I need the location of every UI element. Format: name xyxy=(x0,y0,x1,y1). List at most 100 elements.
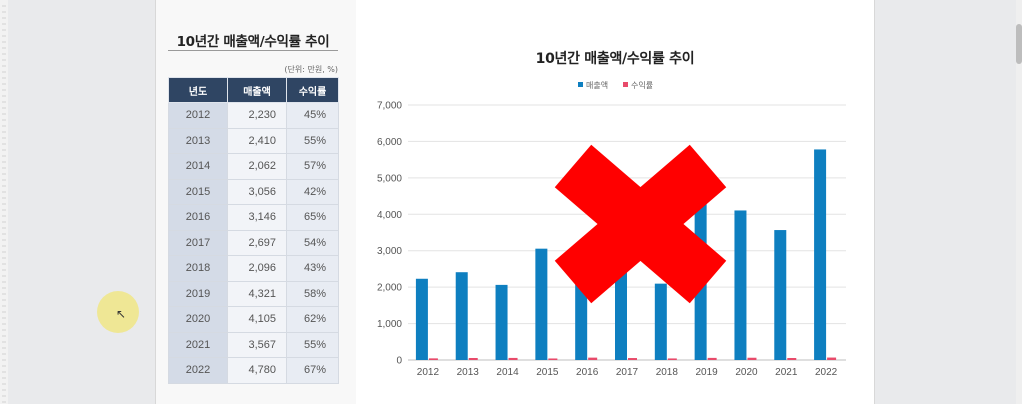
unit-note: (단위: 만원, %) xyxy=(284,65,338,74)
legend-swatch xyxy=(578,82,583,87)
x-tick-label: 2013 xyxy=(457,367,480,378)
rate-cell[interactable]: 54% xyxy=(286,229,339,256)
table-row: 2012 2,230 45% xyxy=(168,102,339,129)
year-cell[interactable]: 2021 xyxy=(168,331,228,358)
x-tick-label: 2015 xyxy=(536,367,559,378)
rate-bar xyxy=(508,357,518,360)
sales-bar xyxy=(455,272,468,360)
ruler-ticks xyxy=(2,5,6,403)
rate-bar xyxy=(628,358,637,360)
table-row: 2021 3,567 55% xyxy=(168,331,339,358)
table-row: 2015 3,056 42% xyxy=(168,178,339,205)
legend-label: 매출액 xyxy=(586,80,608,90)
sales-cell[interactable]: 2,410 xyxy=(227,127,287,154)
x-tick-label: 2018 xyxy=(656,367,679,378)
rate-bar xyxy=(428,358,438,360)
year-cell[interactable]: 2019 xyxy=(168,280,228,307)
rate-cell[interactable]: 62% xyxy=(286,306,339,333)
header-sales[interactable]: 매출액 xyxy=(227,77,287,103)
sales-cell[interactable]: 3,056 xyxy=(227,178,287,205)
table-row: 2017 2,697 54% xyxy=(168,229,339,256)
rate-cell[interactable]: 45% xyxy=(286,102,339,129)
x-tick-label: 2016 xyxy=(576,367,599,378)
year-cell[interactable]: 2015 xyxy=(168,178,228,205)
sales-cell[interactable]: 2,096 xyxy=(227,255,287,282)
y-tick-label: 0 xyxy=(396,356,402,367)
sales-cell[interactable]: 4,105 xyxy=(227,306,287,333)
rate-bar xyxy=(747,357,757,360)
rate-bar xyxy=(787,357,797,360)
sales-cell[interactable]: 3,567 xyxy=(227,331,287,358)
table-row: 2013 2,410 55% xyxy=(168,127,339,154)
header-rate[interactable]: 수익률 xyxy=(286,77,339,103)
y-tick-label: 4,000 xyxy=(377,210,402,221)
year-cell[interactable]: 2016 xyxy=(168,204,228,231)
x-tick-label: 2017 xyxy=(616,367,639,378)
x-tick-label: 2012 xyxy=(417,367,440,378)
y-tick-label: 5,000 xyxy=(377,173,402,184)
table-row: 2018 2,096 43% xyxy=(168,255,339,282)
year-cell[interactable]: 2012 xyxy=(168,102,228,129)
table-row: 2016 3,146 65% xyxy=(168,204,339,231)
rate-bar xyxy=(667,358,677,360)
title-underline xyxy=(168,50,338,51)
table-row: 2019 4,321 58% xyxy=(168,280,339,307)
table-row: 2022 4,780 67% xyxy=(168,357,339,384)
sales-bar xyxy=(495,284,508,360)
rate-cell[interactable]: 55% xyxy=(286,127,339,154)
x-tick-label: 2021 xyxy=(775,367,798,378)
sales-bar xyxy=(615,261,627,360)
workspace-background xyxy=(8,0,155,404)
sales-cell[interactable]: 4,780 xyxy=(227,357,287,384)
rate-bar xyxy=(827,357,837,360)
rate-bar xyxy=(588,357,598,360)
rate-cell[interactable]: 67% xyxy=(286,357,339,384)
y-tick-label: 6,000 xyxy=(377,137,402,148)
year-cell[interactable]: 2018 xyxy=(168,255,228,282)
rate-bar xyxy=(468,357,478,360)
y-tick-label: 3,000 xyxy=(377,246,402,257)
chart-title: 10년간 매출액/수익률 추이 xyxy=(535,51,695,67)
rate-cell[interactable]: 58% xyxy=(286,280,339,307)
rate-bar xyxy=(707,357,717,360)
year-cell[interactable]: 2020 xyxy=(168,306,228,333)
rate-bar xyxy=(548,358,558,360)
y-tick-label: 7,000 xyxy=(377,101,402,112)
sales-bar xyxy=(535,248,548,360)
data-table: 년도 매출액 수익률 2012 2,230 45% 2013 2,410 55% 2014 2… xyxy=(168,77,339,384)
y-tick-label: 2,000 xyxy=(377,283,402,294)
legend-swatch xyxy=(623,82,628,87)
x-tick-label: 2020 xyxy=(735,367,758,378)
year-cell[interactable]: 2022 xyxy=(168,357,228,384)
sales-cell[interactable]: 2,230 xyxy=(227,102,287,129)
sales-bar xyxy=(415,278,428,360)
x-tick-label: 2022 xyxy=(815,367,838,378)
header-year[interactable]: 년도 xyxy=(168,77,228,103)
sales-cell[interactable]: 4,321 xyxy=(227,280,287,307)
table-header-row: 년도 매출액 수익률 xyxy=(168,77,339,103)
cursor-highlight xyxy=(97,291,139,333)
sales-cell[interactable]: 2,697 xyxy=(227,229,287,256)
rate-cell[interactable]: 43% xyxy=(286,255,339,282)
rate-cell[interactable]: 55% xyxy=(286,331,339,358)
red-x-stroke-2 xyxy=(554,144,727,304)
sales-cell[interactable]: 3,146 xyxy=(227,204,287,231)
scrollbar-thumb[interactable] xyxy=(1016,24,1022,64)
y-tick-label: 1,000 xyxy=(377,319,402,330)
year-cell[interactable]: 2017 xyxy=(168,229,228,256)
rate-cell[interactable]: 65% xyxy=(286,204,339,231)
rate-cell[interactable]: 42% xyxy=(286,178,339,205)
table-row: 2014 2,062 57% xyxy=(168,153,339,180)
sales-bar xyxy=(734,210,747,360)
sales-bar xyxy=(774,230,787,360)
year-cell[interactable]: 2014 xyxy=(168,153,228,180)
vertical-scrollbar[interactable] xyxy=(1016,0,1022,404)
bar-chart[interactable]: 매출액 수익률 0 1,000 2,000 3,000 4,000 5,000 6,000 7,0… xyxy=(356,0,874,404)
legend-label: 수익률 xyxy=(631,80,653,90)
year-cell[interactable]: 2013 xyxy=(168,127,228,154)
x-tick-label: 2014 xyxy=(496,367,519,378)
sales-cell[interactable]: 2,062 xyxy=(227,153,287,180)
mouse-pointer-icon: ↖ xyxy=(116,307,127,321)
workspace-background-right xyxy=(875,0,1017,404)
rate-cell[interactable]: 57% xyxy=(286,153,339,180)
